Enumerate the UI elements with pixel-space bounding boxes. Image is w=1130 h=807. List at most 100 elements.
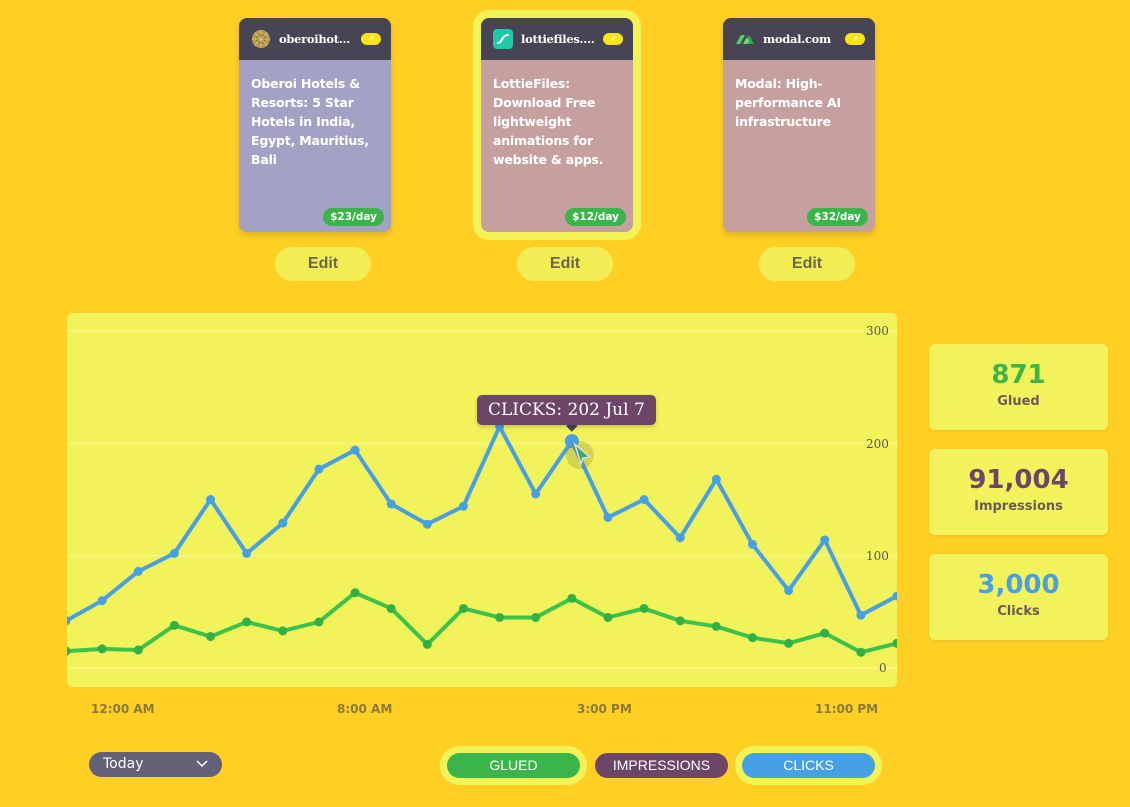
data-point[interactable] bbox=[458, 603, 468, 613]
data-point[interactable] bbox=[531, 489, 541, 499]
data-point[interactable] bbox=[350, 445, 360, 455]
x-tick-label: 11:00 PM bbox=[815, 702, 879, 716]
legend-toggle-glued[interactable]: GLUED bbox=[447, 753, 580, 778]
data-point[interactable] bbox=[386, 603, 396, 613]
card-header: lottiefiles.com ↗ bbox=[481, 18, 633, 60]
data-point[interactable] bbox=[639, 603, 649, 613]
stat-label: Impressions bbox=[974, 499, 1063, 514]
data-point[interactable] bbox=[458, 501, 468, 511]
data-point[interactable] bbox=[856, 647, 866, 657]
data-point[interactable] bbox=[314, 464, 324, 474]
data-point[interactable] bbox=[169, 548, 179, 558]
series-line-clicks bbox=[67, 424, 897, 623]
price-badge: $12/day bbox=[565, 208, 626, 226]
data-point[interactable] bbox=[278, 518, 288, 528]
legend-toggle-clicks[interactable]: CLICKS bbox=[742, 753, 875, 778]
data-point[interactable] bbox=[350, 588, 360, 598]
stat-label: Clicks bbox=[997, 604, 1040, 619]
line-chart[interactable] bbox=[67, 313, 897, 687]
card-title: LottieFiles: Download Free lightweight a… bbox=[481, 60, 633, 232]
external-link-icon[interactable]: ↗ bbox=[603, 33, 623, 45]
data-point[interactable] bbox=[531, 612, 541, 622]
data-point[interactable] bbox=[206, 495, 216, 504]
data-point[interactable] bbox=[639, 495, 649, 504]
card-header: oberoihotels.... ↗ bbox=[239, 18, 391, 60]
data-point[interactable] bbox=[892, 591, 898, 601]
edit-button[interactable]: Edit bbox=[517, 247, 613, 281]
external-link-icon[interactable]: ↗ bbox=[361, 33, 381, 45]
ad-card-panel[interactable]: oberoihotels.... ↗ Oberoi Hotels & Resor… bbox=[239, 18, 391, 232]
price-badge: $32/day bbox=[807, 208, 868, 226]
ad-card[interactable]: lottiefiles.com ↗ LottieFiles: Download … bbox=[481, 18, 633, 281]
data-point[interactable] bbox=[133, 645, 143, 655]
chart-plot[interactable] bbox=[67, 313, 897, 687]
oberoi-logo-icon bbox=[251, 29, 271, 49]
data-point[interactable] bbox=[67, 646, 71, 656]
stat-clicks: 3,000 Clicks bbox=[929, 554, 1108, 640]
card-header: modal.com ↗ bbox=[723, 18, 875, 60]
data-point[interactable] bbox=[711, 621, 721, 631]
legend-toggle-impressions[interactable]: IMPRESSIONS bbox=[595, 753, 728, 778]
ad-card-panel[interactable]: modal.com ↗ Modal: High-performance AI i… bbox=[723, 18, 875, 232]
data-point[interactable] bbox=[856, 610, 866, 620]
stat-value: 3,000 bbox=[977, 570, 1060, 600]
data-point[interactable] bbox=[675, 533, 685, 543]
edit-button[interactable]: Edit bbox=[275, 247, 371, 281]
data-point[interactable] bbox=[242, 548, 252, 558]
ad-card[interactable]: modal.com ↗ Modal: High-performance AI i… bbox=[723, 18, 875, 281]
stat-value: 871 bbox=[991, 360, 1046, 390]
data-point[interactable] bbox=[206, 632, 216, 642]
y-tick-label: 200 bbox=[866, 437, 889, 451]
data-point[interactable] bbox=[820, 628, 830, 638]
data-point[interactable] bbox=[386, 499, 396, 509]
site-domain: lottiefiles.com bbox=[521, 32, 597, 46]
y-tick-label: 100 bbox=[866, 549, 889, 563]
series-line-glued bbox=[67, 590, 897, 655]
data-point[interactable] bbox=[711, 474, 721, 484]
data-point[interactable] bbox=[892, 638, 898, 648]
data-point[interactable] bbox=[422, 639, 432, 649]
data-point[interactable] bbox=[242, 617, 252, 627]
data-point[interactable] bbox=[784, 638, 794, 648]
data-point[interactable] bbox=[820, 535, 830, 545]
data-point[interactable] bbox=[747, 633, 757, 643]
y-tick-label: 0 bbox=[879, 661, 887, 675]
chevron-down-icon bbox=[196, 760, 208, 768]
data-point[interactable] bbox=[603, 512, 613, 522]
lottiefiles-logo-icon bbox=[493, 29, 513, 49]
y-tick-label: 300 bbox=[866, 324, 889, 338]
card-title: Modal: High-performance AI infrastructur… bbox=[723, 60, 875, 232]
x-tick-label: 3:00 PM bbox=[577, 702, 632, 716]
external-link-icon[interactable]: ↗ bbox=[845, 33, 865, 45]
stat-label: Glued bbox=[997, 394, 1040, 409]
modal-logo-icon bbox=[735, 29, 755, 49]
data-point[interactable] bbox=[567, 593, 577, 603]
data-point[interactable] bbox=[133, 566, 143, 576]
data-point[interactable] bbox=[169, 620, 179, 630]
data-point[interactable] bbox=[97, 644, 107, 654]
stat-impressions: 91,004 Impressions bbox=[929, 449, 1108, 535]
data-point[interactable] bbox=[67, 616, 71, 626]
data-point[interactable] bbox=[97, 596, 107, 606]
stat-value: 91,004 bbox=[968, 465, 1069, 495]
mouse-cursor-icon bbox=[565, 441, 594, 470]
data-point[interactable] bbox=[278, 626, 288, 636]
data-point[interactable] bbox=[747, 539, 757, 549]
site-domain: oberoihotels.... bbox=[279, 32, 355, 46]
data-point[interactable] bbox=[495, 612, 505, 622]
stat-glued: 871 Glued bbox=[929, 344, 1108, 430]
x-tick-label: 8:00 AM bbox=[337, 702, 393, 716]
date-range-select[interactable]: Today bbox=[89, 752, 222, 777]
ad-card[interactable]: oberoihotels.... ↗ Oberoi Hotels & Resor… bbox=[239, 18, 391, 281]
data-point[interactable] bbox=[603, 612, 613, 622]
data-point[interactable] bbox=[314, 617, 324, 627]
data-point[interactable] bbox=[784, 585, 794, 595]
card-title: Oberoi Hotels & Resorts: 5 Star Hotels i… bbox=[239, 60, 391, 232]
ad-card-panel[interactable]: lottiefiles.com ↗ LottieFiles: Download … bbox=[481, 18, 633, 232]
chart-tooltip: CLICKS: 202 Jul 7 bbox=[477, 395, 656, 425]
edit-button[interactable]: Edit bbox=[759, 247, 855, 281]
data-point[interactable] bbox=[675, 616, 685, 626]
data-point[interactable] bbox=[422, 519, 432, 529]
date-range-value: Today bbox=[103, 756, 144, 772]
price-badge: $23/day bbox=[323, 208, 384, 226]
